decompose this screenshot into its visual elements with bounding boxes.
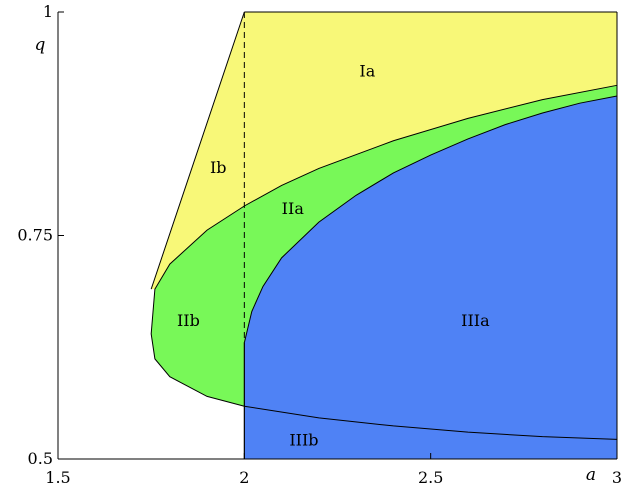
region-yellow bbox=[151, 12, 617, 290]
x-tick-label: 3 bbox=[612, 468, 622, 487]
region-label-iiia: IIIa bbox=[461, 311, 490, 330]
region-label-iia: IIa bbox=[282, 199, 305, 218]
region-blue bbox=[244, 96, 618, 459]
x-axis-label: a bbox=[586, 465, 596, 485]
region-labels: Ia Ib IIa IIb IIIa IIIb bbox=[177, 61, 490, 449]
x-tick-label: 1.5 bbox=[45, 468, 70, 487]
boundary-lines bbox=[150, 11, 618, 459]
region-label-iiib: IIIb bbox=[289, 431, 318, 450]
axes: 1.5 2 2.5 3 0.5 0.75 1 a q bbox=[17, 2, 622, 487]
ib-boundary-line bbox=[150, 11, 245, 290]
region-label-ib: Ib bbox=[210, 158, 227, 177]
x-tick-label: 2.5 bbox=[418, 468, 443, 487]
outer-boundary-curve bbox=[150, 84, 618, 440]
y-axis-label: q bbox=[35, 35, 46, 55]
y-tick-label: 1 bbox=[43, 2, 53, 21]
region-layer bbox=[151, 12, 618, 459]
x-tick-label: 2 bbox=[239, 468, 249, 487]
inner-boundary-curve bbox=[243, 95, 618, 343]
region-label-iib: IIb bbox=[177, 311, 200, 330]
y-tick-label: 0.75 bbox=[17, 226, 53, 245]
y-tick-label: 0.5 bbox=[28, 449, 53, 468]
region-label-ia: Ia bbox=[359, 61, 375, 80]
